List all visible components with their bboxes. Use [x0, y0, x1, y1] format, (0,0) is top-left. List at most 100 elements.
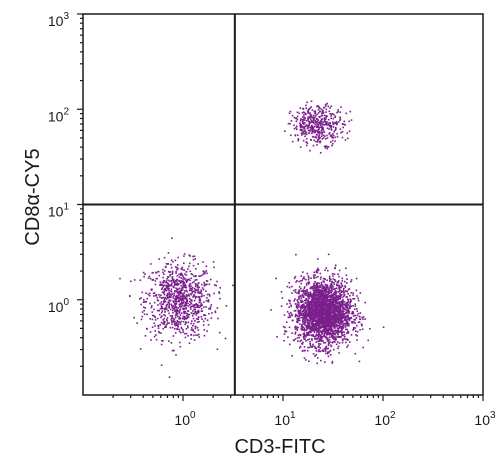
data-point	[315, 350, 318, 352]
data-point	[359, 318, 361, 320]
data-point	[337, 299, 339, 301]
data-point	[175, 306, 178, 308]
data-point	[177, 325, 179, 327]
data-point	[291, 332, 294, 334]
data-point	[170, 321, 173, 323]
data-point	[301, 301, 303, 303]
data-point	[321, 138, 324, 140]
data-point	[337, 305, 339, 308]
data-point	[331, 303, 333, 305]
data-point	[314, 300, 316, 302]
data-point	[354, 322, 356, 324]
data-point	[355, 334, 357, 336]
data-point	[301, 314, 304, 316]
data-point	[354, 305, 357, 307]
data-point	[331, 298, 333, 301]
data-point	[330, 105, 333, 107]
data-point	[309, 115, 311, 117]
data-point	[308, 314, 310, 317]
data-point	[315, 308, 318, 311]
data-point	[307, 313, 310, 315]
data-point	[295, 281, 297, 283]
data-point	[304, 301, 307, 304]
data-point	[301, 328, 303, 330]
data-point	[167, 282, 169, 285]
data-point	[331, 360, 334, 363]
data-point	[298, 280, 300, 283]
data-point	[320, 129, 323, 132]
data-point	[154, 280, 157, 282]
data-point	[321, 350, 323, 352]
data-point	[180, 289, 182, 292]
data-point	[188, 254, 191, 256]
data-point	[311, 338, 313, 340]
data-point	[296, 318, 298, 320]
data-point	[181, 317, 184, 320]
data-point	[155, 338, 158, 341]
data-point	[319, 272, 322, 275]
data-point	[145, 300, 147, 303]
data-point	[311, 293, 314, 296]
data-point	[178, 276, 181, 278]
data-point	[339, 301, 341, 303]
data-point	[350, 299, 352, 301]
data-point	[178, 273, 180, 276]
data-point	[337, 318, 339, 321]
data-point	[331, 290, 333, 292]
data-point	[167, 287, 169, 290]
data-point	[181, 266, 183, 269]
data-point	[301, 300, 303, 302]
data-point	[200, 303, 203, 305]
data-point	[201, 304, 203, 306]
data-point	[280, 291, 283, 293]
data-point	[184, 297, 186, 300]
data-point	[333, 348, 335, 351]
data-point	[143, 299, 145, 301]
data-point	[184, 273, 186, 275]
data-point	[319, 284, 322, 287]
data-point	[320, 303, 322, 305]
data-point	[332, 123, 335, 126]
data-point	[160, 316, 162, 319]
data-point	[341, 294, 343, 296]
data-point	[325, 145, 328, 147]
data-point	[337, 298, 340, 300]
data-point	[164, 321, 166, 323]
data-point	[348, 288, 351, 290]
data-point	[354, 327, 357, 329]
data-point	[320, 307, 322, 310]
data-point	[327, 355, 330, 358]
data-point	[318, 343, 320, 345]
data-point	[289, 302, 291, 305]
data-point	[197, 318, 199, 320]
data-point	[338, 297, 341, 300]
data-point	[325, 299, 328, 301]
data-point	[140, 303, 142, 306]
data-point	[300, 328, 303, 330]
data-point	[160, 305, 163, 307]
data-point	[166, 298, 168, 300]
data-point	[346, 290, 349, 293]
data-point	[344, 290, 347, 292]
data-point	[306, 332, 308, 334]
data-point	[160, 283, 163, 286]
data-point	[288, 306, 290, 309]
data-point	[361, 328, 364, 330]
data-point	[302, 291, 305, 293]
data-point	[309, 127, 311, 129]
data-point	[305, 316, 307, 319]
data-point	[325, 345, 328, 348]
data-point	[303, 327, 306, 330]
data-point	[308, 360, 310, 362]
data-point	[187, 321, 190, 324]
data-point	[202, 261, 204, 263]
data-point	[169, 326, 172, 329]
data-point	[159, 303, 161, 305]
data-point	[341, 280, 344, 282]
data-point	[305, 278, 307, 281]
data-point	[321, 318, 323, 321]
data-point	[175, 324, 178, 326]
data-point	[322, 321, 324, 324]
data-point	[316, 362, 318, 365]
data-point	[342, 312, 344, 314]
